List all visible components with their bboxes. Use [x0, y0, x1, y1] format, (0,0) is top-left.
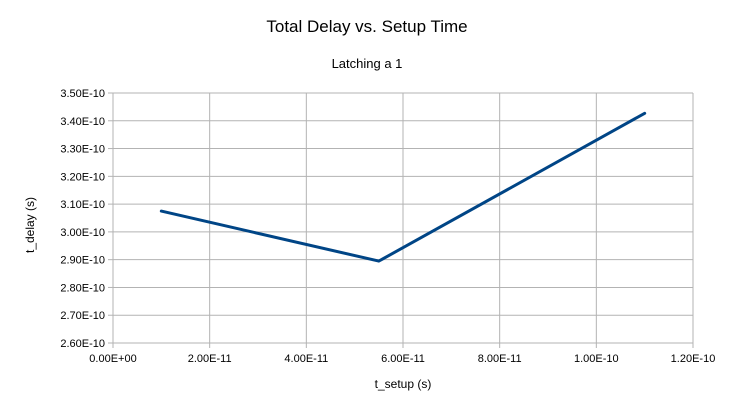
y-tick-label: 3.10E-10: [60, 199, 105, 211]
y-tick-label: 2.80E-10: [60, 282, 105, 294]
chart-title: Total Delay vs. Setup Time: [266, 17, 468, 36]
y-tick-label: 3.00E-10: [60, 227, 105, 239]
x-axis-ticks: 0.00E+00 2.00E-11 4.00E-11 6.00E-11 8.00E-11…: [89, 343, 715, 365]
y-tick-label: 2.70E-10: [60, 310, 105, 322]
x-tick-label: 0.00E+00: [89, 353, 136, 365]
series-group: [159, 111, 647, 263]
x-tick-label: 1.00E-10: [574, 353, 619, 365]
y-tick-label: 3.40E-10: [60, 116, 105, 128]
x-tick-label: 2.00E-11: [188, 353, 232, 365]
x-tick-label: 1.20E-10: [671, 353, 716, 365]
x-tick-label: 8.00E-11: [478, 353, 522, 365]
y-tick-label: 2.90E-10: [60, 255, 105, 267]
y-tick-label: 2.60E-10: [60, 338, 105, 350]
y-tick-label: 3.50E-10: [60, 88, 105, 100]
x-axis-label: t_setup (s): [374, 377, 432, 391]
chart-subtitle: Latching a 1: [331, 56, 403, 71]
series-line: [159, 111, 647, 263]
x-tick-label: 4.00E-11: [284, 353, 328, 365]
gridlines: [112, 92, 694, 344]
y-tick-label: 3.20E-10: [60, 171, 105, 183]
y-axis-ticks: 2.60E-10 2.70E-10 2.80E-10 2.90E-10 3.00E-10…: [60, 88, 113, 350]
y-tick-label: 3.30E-10: [60, 144, 105, 156]
x-tick-label: 6.00E-11: [381, 353, 425, 365]
